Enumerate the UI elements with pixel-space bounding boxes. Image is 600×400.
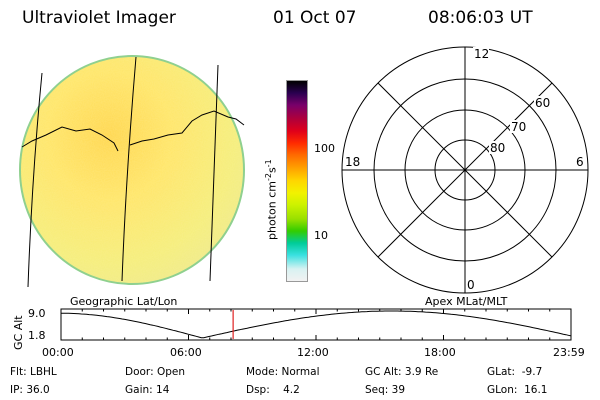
altitude-plot — [60, 308, 572, 341]
alt-ytick-high: 9.0 — [28, 307, 46, 320]
info-filter: Flt: LBHL — [10, 366, 57, 378]
info-dsp: Dsp: 4.2 — [246, 384, 300, 396]
xtick-0600: 06:00 — [170, 346, 202, 359]
apex-mlat-mlt-label: Apex MLat/MLT — [425, 295, 508, 308]
mlat-label-80: 80 — [490, 141, 505, 155]
info-mode: Mode: Normal — [246, 366, 320, 378]
date-label: 01 Oct 07 — [273, 8, 357, 28]
polar-plot: 12 0 18 6 60 70 80 — [341, 46, 589, 294]
mlat-label-70: 70 — [511, 120, 526, 134]
mlt-label-18: 18 — [345, 155, 360, 169]
xtick-1200: 12:00 — [297, 346, 329, 359]
intensity-colorbar — [286, 80, 308, 282]
info-door: Door: Open — [125, 366, 185, 378]
xtick-0000: 00:00 — [42, 346, 74, 359]
colorbar-unit-label: photon cm-2s-1 — [264, 159, 279, 240]
xtick-1800: 18:00 — [424, 346, 456, 359]
info-glon: GLon: 16.1 — [487, 384, 548, 396]
gc-alt-axis-label: GC Alt — [12, 315, 25, 350]
alt-ytick-low: 1.8 — [28, 329, 46, 342]
xtick-2359: 23:59 — [553, 346, 585, 359]
time-label: 08:06:03 UT — [428, 8, 533, 28]
app-title: Ultraviolet Imager — [22, 8, 176, 28]
mlat-label-60: 60 — [535, 96, 550, 110]
mlt-label-12: 12 — [474, 47, 489, 61]
colorbar-tick-100: 100 — [314, 142, 335, 155]
geo-latlon-label: Geographic Lat/Lon — [70, 295, 178, 308]
info-gain: Gain: 14 — [125, 384, 170, 396]
info-seq: Seq: 39 — [365, 384, 406, 396]
altitude-curve — [61, 310, 572, 339]
colorbar-tick-10: 10 — [314, 229, 328, 242]
info-glat: GLat: -9.7 — [487, 366, 543, 378]
uv-image-panel — [19, 55, 245, 287]
info-ip: IP: 36.0 — [10, 384, 50, 396]
mlt-label-0: 0 — [467, 278, 475, 292]
info-gc-alt: GC Alt: 3.9 Re — [365, 366, 439, 378]
geo-grid-lines — [21, 56, 245, 287]
mlt-label-6: 6 — [576, 155, 584, 169]
